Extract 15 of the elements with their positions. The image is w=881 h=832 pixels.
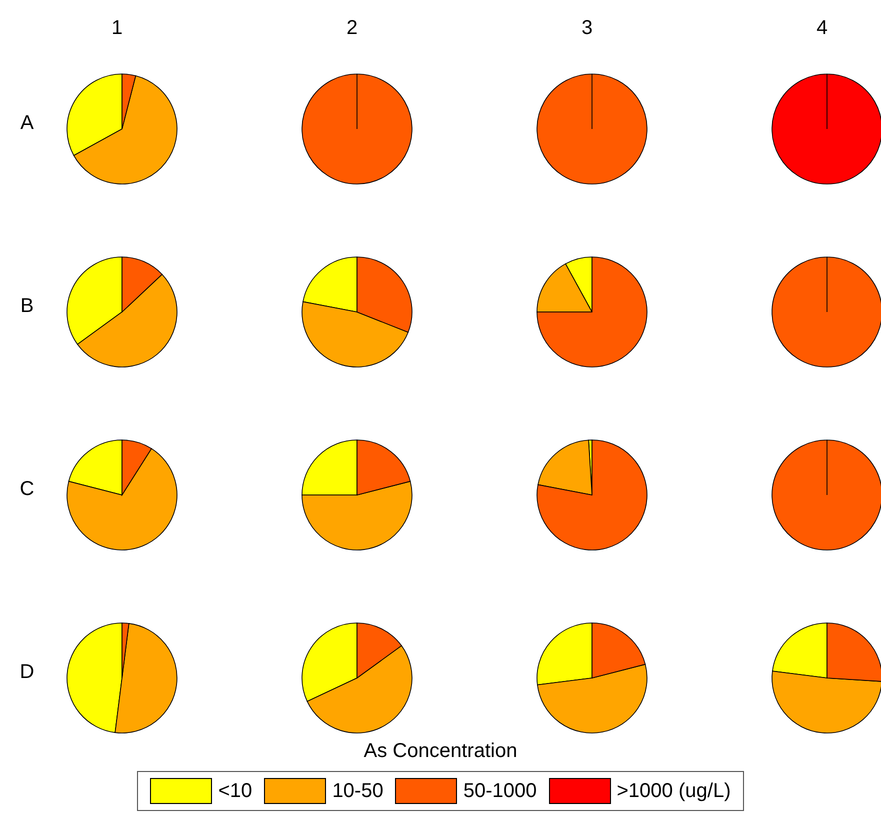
legend-label: <10 [218, 780, 252, 802]
legend-label: 10-50 [332, 780, 384, 802]
text: C [18, 478, 36, 501]
text: A [19, 112, 35, 135]
pie-slice [536, 256, 648, 368]
legend-label: 50-1000 [463, 780, 537, 802]
chart-title: 4 [815, 17, 829, 40]
pie-slice [536, 440, 648, 550]
text: B [19, 295, 35, 318]
chart-title: 1 [110, 17, 124, 40]
legend-label: >1000 (ug/L) [616, 780, 731, 802]
chart-title: 2 [345, 17, 359, 40]
chart-title: 3 [580, 17, 594, 40]
legend-title: As Concentration [364, 740, 518, 763]
text: D [18, 661, 36, 684]
